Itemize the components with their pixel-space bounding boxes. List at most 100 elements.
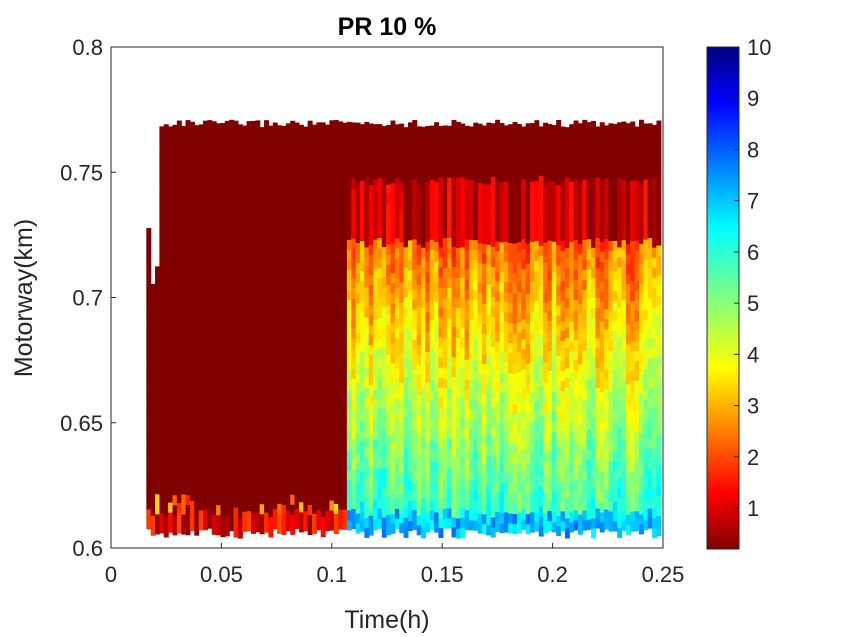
heat-cell: [643, 178, 649, 190]
heat-cell: [538, 485, 544, 497]
heat-cell: [455, 367, 461, 379]
heat-cell: [277, 272, 283, 284]
heat-cell: [634, 200, 640, 211]
heat-cell: [255, 511, 261, 523]
heat-cell: [482, 443, 487, 455]
heat-cell: [203, 178, 208, 190]
heat-cell: [355, 272, 361, 284]
heat-cell: [582, 129, 588, 140]
heat-cell: [381, 246, 387, 258]
heat-cell: [290, 253, 296, 265]
heat-cell: [455, 337, 461, 349]
heat-cell: [625, 143, 631, 155]
heat-cell: [181, 363, 187, 375]
heat-cell: [216, 153, 222, 165]
heat-cell: [220, 215, 226, 227]
heat-cell: [634, 410, 640, 422]
heat-cell: [442, 167, 448, 179]
colorbar-tick-label: 9: [747, 86, 759, 111]
heat-cell: [586, 348, 592, 360]
heat-cell: [564, 137, 570, 148]
heat-cell: [617, 527, 623, 539]
heat-cell: [346, 399, 352, 411]
heat-cell: [342, 128, 348, 139]
heat-cell: [368, 414, 374, 426]
heat-cell: [421, 327, 426, 338]
heat-cell: [338, 248, 344, 260]
heat-cell: [634, 126, 640, 131]
heat-cell: [442, 468, 448, 479]
heat-cell: [320, 122, 326, 127]
heat-cell: [429, 169, 435, 180]
heat-cell: [368, 514, 374, 526]
heat-cell: [203, 299, 208, 310]
heat-cell: [543, 211, 549, 223]
heat-cell: [643, 469, 649, 481]
heat-cell: [189, 259, 195, 271]
heat-cell: [189, 129, 195, 141]
heat-cell: [399, 382, 405, 393]
heat-cell: [268, 256, 274, 267]
heat-cell: [185, 484, 191, 496]
heat-cell: [163, 156, 169, 167]
heat-cell: [168, 461, 174, 473]
heat-cell: [643, 369, 649, 380]
heat-cell: [586, 509, 592, 520]
heat-cell: [242, 180, 248, 192]
heat-cell: [377, 337, 383, 349]
heat-cell: [534, 280, 540, 291]
heat-cell: [543, 161, 549, 173]
heat-cell: [582, 319, 588, 331]
heat-cell: [220, 526, 226, 538]
heat-cell: [216, 133, 222, 145]
heat-cell: [351, 298, 357, 309]
heat-cell: [194, 364, 200, 376]
heat-cell: [564, 227, 570, 238]
heat-cell: [643, 289, 649, 300]
heat-cell: [312, 262, 317, 274]
heat-cell: [486, 414, 492, 426]
heat-cell: [272, 137, 278, 149]
heat-cell: [168, 241, 174, 253]
heat-cell: [264, 141, 269, 152]
heat-cell: [377, 498, 383, 509]
heat-cell: [599, 171, 605, 182]
heat-cell: [608, 340, 614, 352]
heat-cell: [320, 185, 326, 197]
heat-cell: [368, 424, 374, 436]
heat-cell: [591, 407, 596, 419]
heat-cell: [211, 413, 217, 425]
heat-cell: [412, 268, 418, 280]
heat-cell: [325, 480, 331, 491]
heat-cell: [403, 427, 409, 438]
heat-cell: [638, 223, 644, 234]
heat-cell: [359, 420, 365, 432]
heat-cell: [634, 129, 640, 141]
heat-cell: [630, 270, 636, 282]
heat-cell: [451, 276, 457, 287]
heat-cell: [482, 413, 487, 425]
heat-cell: [163, 166, 169, 177]
heat-cell: [355, 312, 361, 324]
heat-cell: [438, 507, 444, 518]
heat-cell: [368, 234, 374, 246]
heat-cell: [543, 432, 549, 444]
heat-cell: [246, 230, 252, 241]
heat-cell: [621, 239, 627, 251]
heat-cell: [277, 503, 283, 514]
heat-cell: [464, 289, 470, 300]
heat-cell: [381, 196, 387, 208]
colorbar: [707, 47, 739, 549]
heat-cell: [621, 500, 627, 511]
heat-cell: [403, 417, 409, 428]
heat-cell: [612, 123, 618, 131]
heat-cell: [525, 263, 531, 274]
heat-cell: [233, 266, 239, 278]
heat-cell: [207, 488, 213, 499]
heat-cell: [181, 233, 187, 244]
heat-cell: [237, 217, 243, 228]
heat-cell: [630, 400, 636, 412]
heat-cell: [630, 490, 636, 502]
heat-cell: [176, 181, 182, 193]
heat-cell: [634, 210, 640, 221]
